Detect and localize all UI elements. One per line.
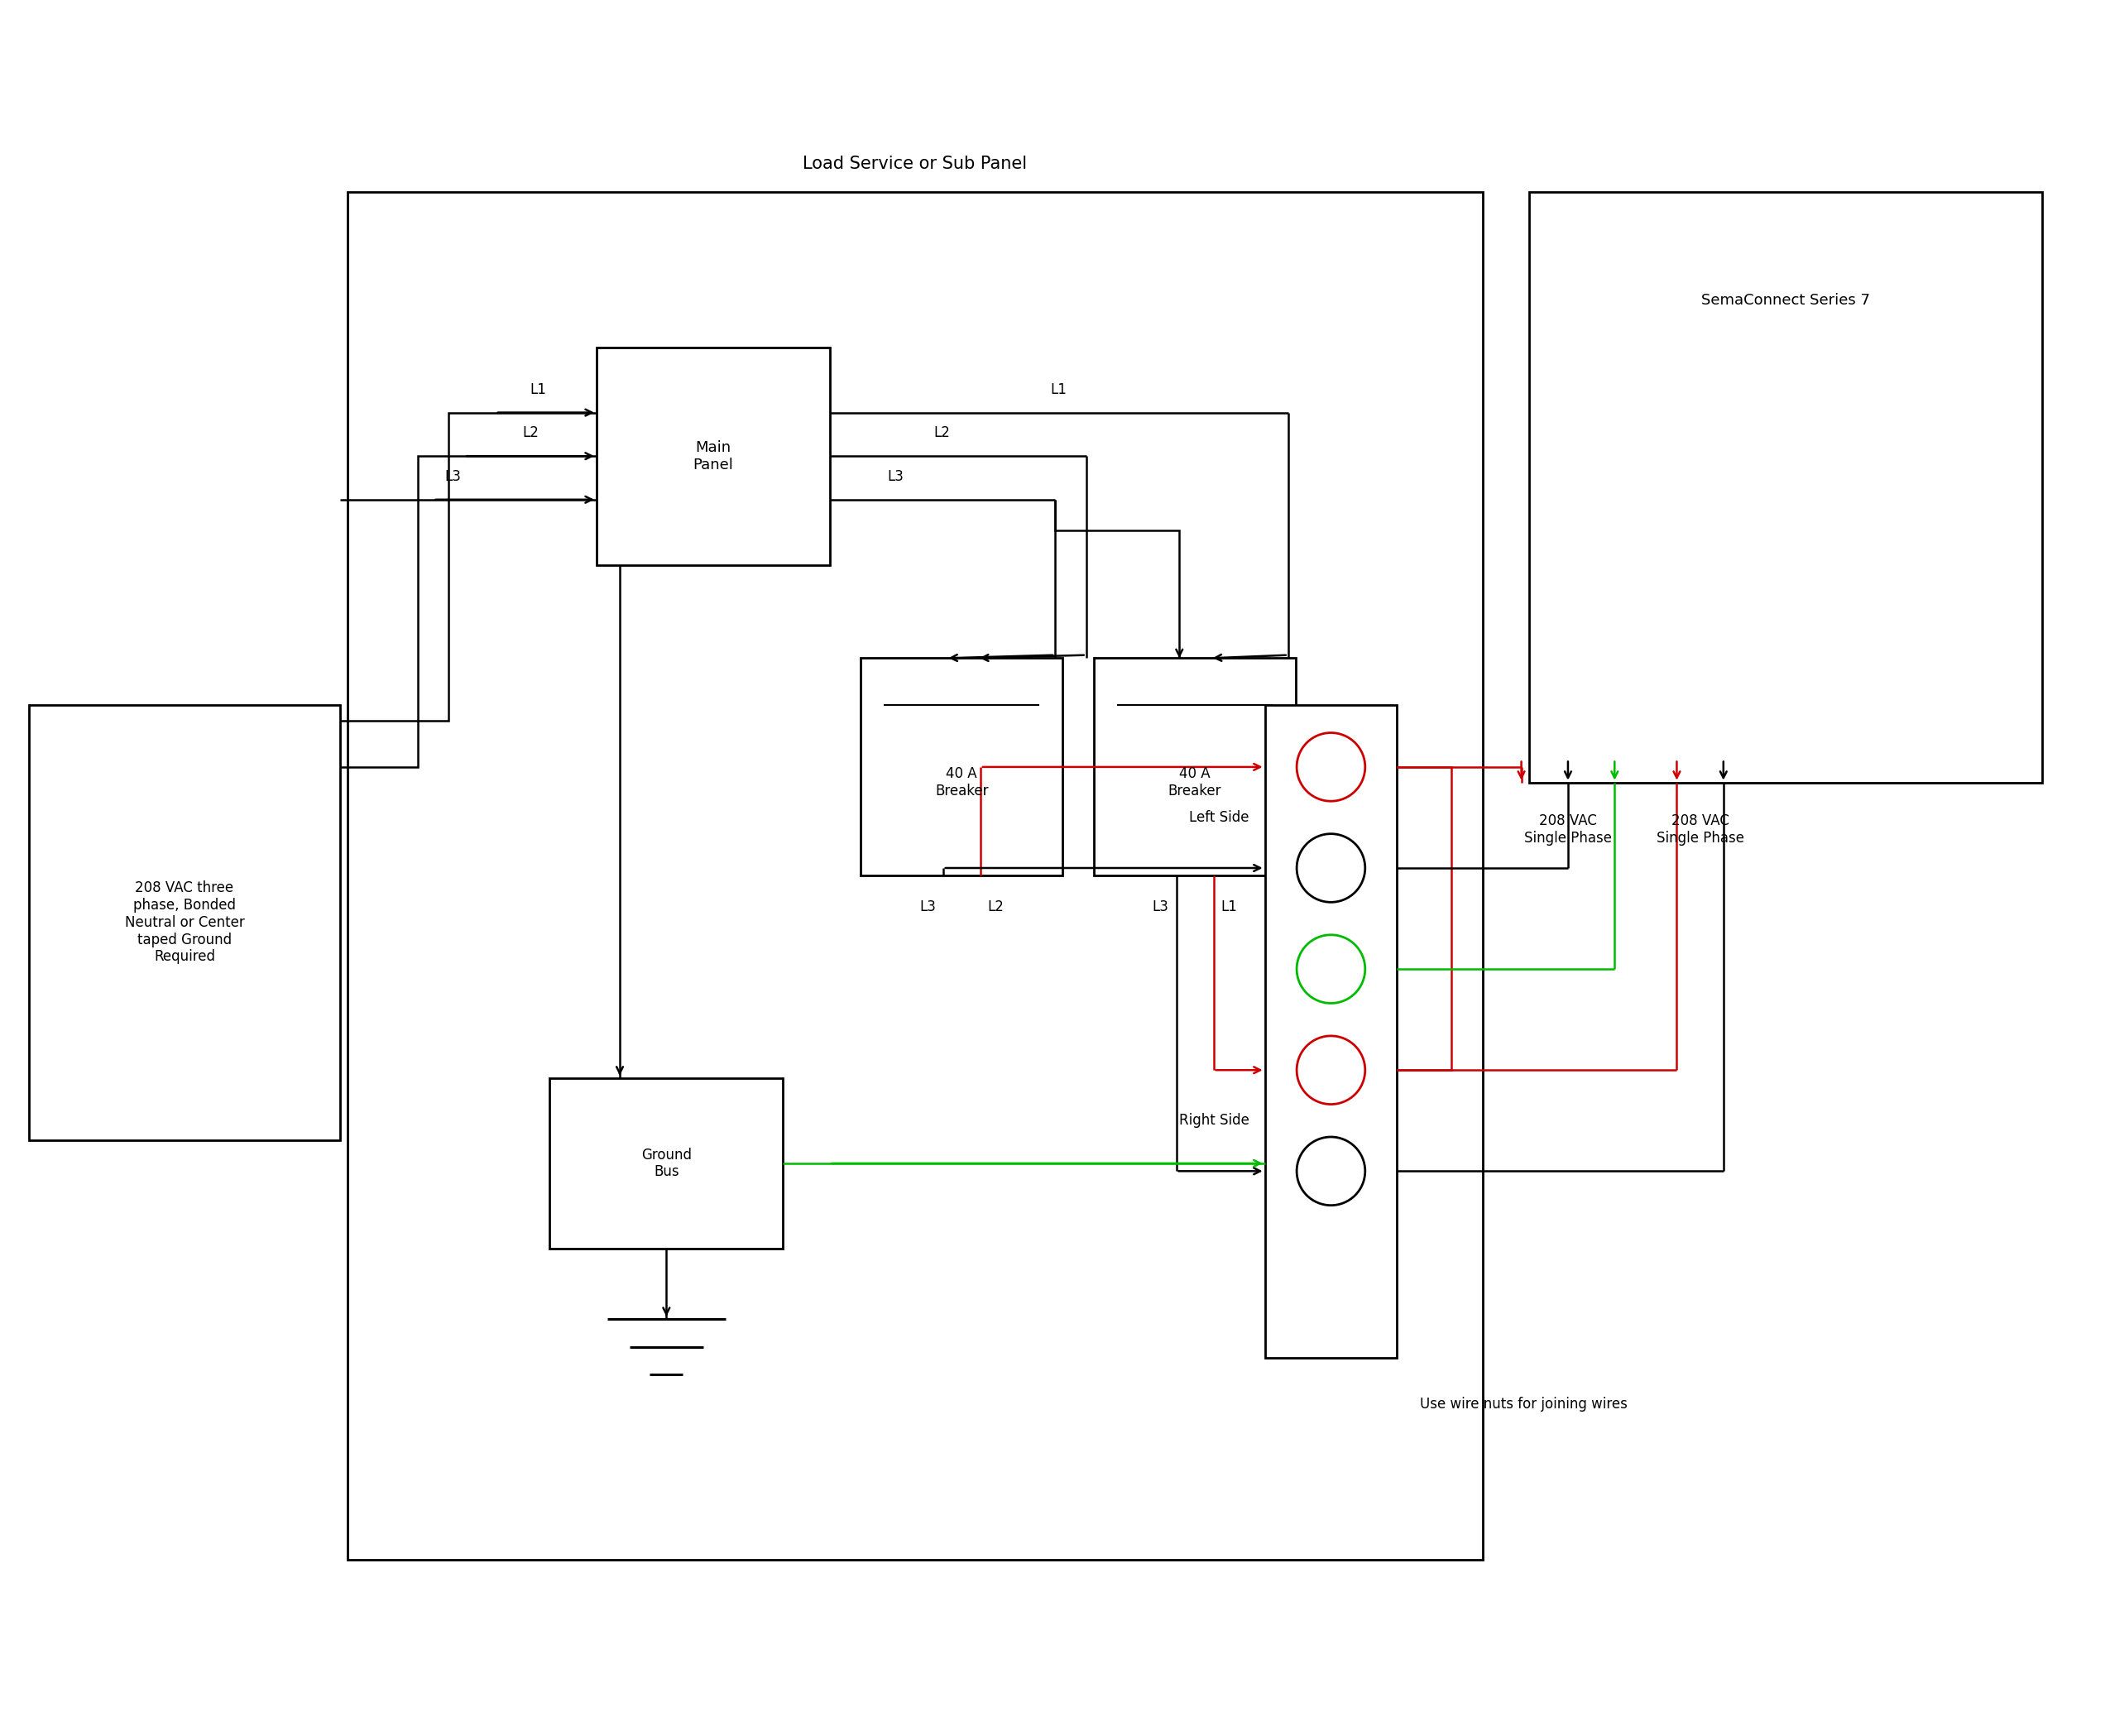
Circle shape (1298, 936, 1365, 1003)
Text: L3: L3 (888, 469, 903, 484)
Text: 208 VAC three
phase, Bonded
Neutral or Center
taped Ground
Required: 208 VAC three phase, Bonded Neutral or C… (124, 880, 245, 963)
Bar (348, 191, 1483, 1559)
Text: 208 VAC
Single Phase: 208 VAC Single Phase (1656, 814, 1745, 845)
Text: L3: L3 (1152, 899, 1169, 913)
Circle shape (1298, 833, 1365, 903)
Text: L2: L2 (987, 899, 1004, 913)
Text: L2: L2 (935, 425, 949, 441)
Text: Left Side: Left Side (1190, 811, 1249, 825)
Bar (1093, 658, 1296, 875)
Text: 208 VAC
Single Phase: 208 VAC Single Phase (1523, 814, 1612, 845)
Text: Right Side: Right Side (1179, 1113, 1249, 1128)
Text: Load Service or Sub Panel: Load Service or Sub Panel (804, 156, 1028, 172)
Bar (597, 347, 829, 564)
Text: 40 A
Breaker: 40 A Breaker (935, 767, 987, 799)
Text: SemaConnect Series 7: SemaConnect Series 7 (1701, 293, 1869, 307)
Bar (30, 705, 340, 1141)
Circle shape (1298, 1036, 1365, 1104)
Text: Ground
Bus: Ground Bus (641, 1147, 692, 1179)
Text: L1: L1 (530, 382, 546, 398)
Bar (1530, 191, 2042, 783)
Text: L1: L1 (1051, 382, 1068, 398)
Bar (1264, 705, 1397, 1358)
Text: L1: L1 (1222, 899, 1236, 913)
Text: Use wire nuts for joining wires: Use wire nuts for joining wires (1420, 1396, 1629, 1411)
Bar (861, 658, 1063, 875)
Bar (551, 1078, 783, 1248)
Text: 40 A
Breaker: 40 A Breaker (1169, 767, 1222, 799)
Text: L3: L3 (920, 899, 935, 913)
Text: Main
Panel: Main Panel (692, 439, 734, 472)
Text: L2: L2 (521, 425, 538, 441)
Circle shape (1298, 733, 1365, 800)
Circle shape (1298, 1137, 1365, 1205)
Text: L3: L3 (445, 469, 460, 484)
